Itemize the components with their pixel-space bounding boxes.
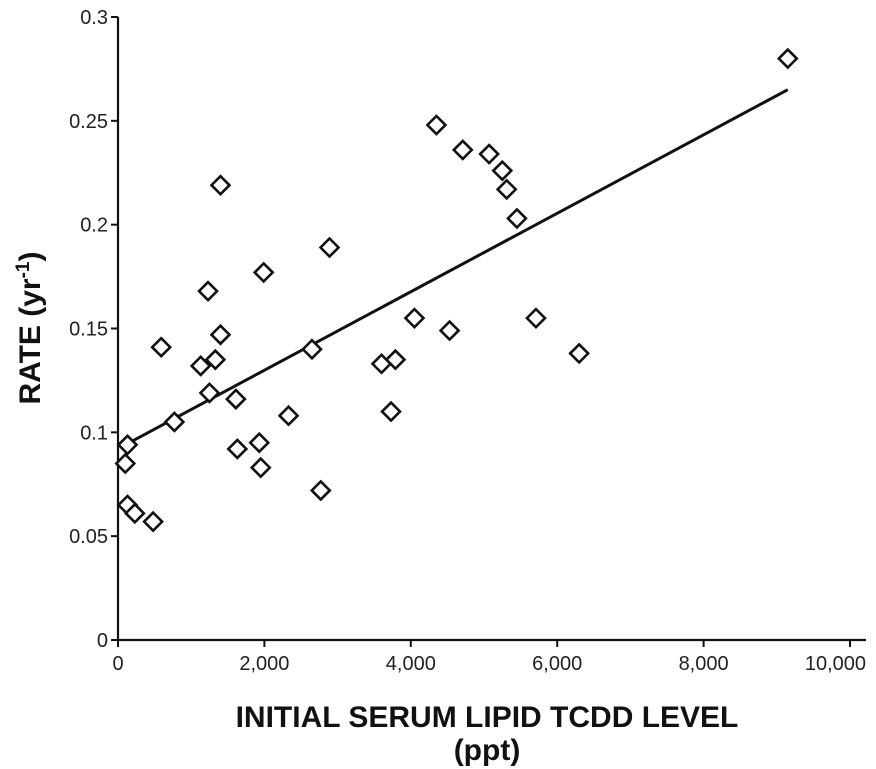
data-point (249, 456, 272, 479)
y-tick-label: 0 (97, 630, 108, 652)
x-tick-label: 6,000 (532, 653, 582, 675)
data-point (198, 382, 221, 404)
x-axis-unit: (ppt) (454, 734, 521, 767)
data-point (776, 47, 799, 70)
trend-line (124, 88, 789, 447)
x-tick-label: 4,000 (386, 653, 436, 675)
data-point (123, 502, 146, 525)
data-point (301, 338, 323, 361)
data-point (525, 307, 547, 329)
x-tick-label: 10,000 (805, 653, 866, 675)
y-axis-title: RATE (yr-1) (13, 251, 47, 404)
data-point (226, 438, 249, 460)
data-point (277, 404, 300, 427)
data-point (425, 114, 448, 136)
data-point (380, 400, 402, 423)
y-tick-label: 0.05 (69, 526, 108, 548)
data-point (478, 143, 500, 165)
data-point (204, 348, 227, 371)
data-point (318, 236, 341, 259)
data-point (114, 452, 137, 475)
data-point (150, 336, 173, 359)
y-tick-label: 0.25 (69, 111, 108, 133)
data-points (114, 47, 799, 533)
data-point (225, 388, 247, 410)
x-ticks: 0 2,000 4,000 6,000 8,000 10,000 (112, 640, 866, 675)
data-point (568, 342, 590, 365)
data-point (189, 355, 212, 377)
data-point (309, 479, 332, 502)
y-ticks: 0 0.05 0.1 0.15 0.2 0.25 0.3 (69, 7, 118, 652)
y-tick-label: 0.3 (80, 7, 108, 29)
axes (116, 17, 866, 642)
y-tick-label: 0.2 (80, 215, 108, 237)
data-point (248, 431, 271, 454)
data-point (403, 307, 426, 329)
y-tick-label: 0.15 (69, 319, 108, 341)
data-point (163, 411, 186, 433)
x-tick-label: 8,000 (679, 653, 729, 675)
data-point (506, 207, 528, 230)
x-axis-title: INITIAL SERUM LIPID TCDD LEVEL (236, 701, 739, 734)
data-point (252, 261, 275, 284)
data-point (491, 159, 514, 182)
data-point (209, 323, 232, 346)
data-point (384, 348, 407, 371)
data-point (438, 319, 461, 342)
x-tick-label: 2,000 (239, 653, 289, 675)
data-point (495, 178, 518, 201)
data-point (142, 510, 164, 533)
data-point (209, 174, 232, 197)
x-tick-label: 0 (112, 653, 123, 675)
data-point (116, 433, 139, 456)
data-point (451, 139, 474, 161)
data-point (197, 280, 219, 302)
y-tick-label: 0.1 (80, 422, 108, 444)
